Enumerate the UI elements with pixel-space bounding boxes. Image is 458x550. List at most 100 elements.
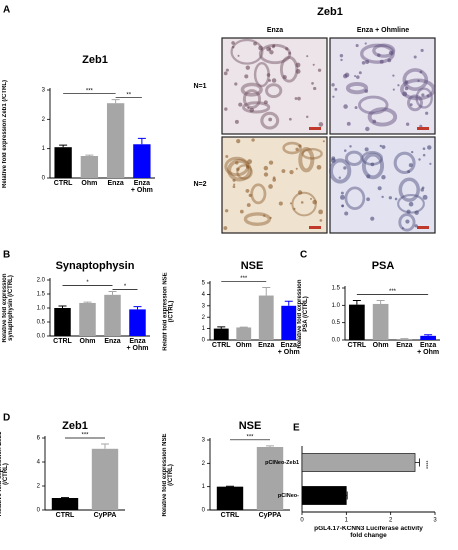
- y-tick-label: 0.5: [37, 320, 46, 326]
- tissue-nucleus: [295, 147, 299, 151]
- tissue-nucleus: [344, 211, 349, 216]
- panel-label: A: [3, 5, 10, 16]
- tissue-nucleus: [379, 144, 382, 148]
- tissue-nucleus: [408, 201, 414, 207]
- tissue-nucleus: [425, 111, 429, 115]
- tissue-nucleus: [406, 209, 411, 214]
- tissue-nucleus: [414, 224, 418, 228]
- bar: [258, 295, 274, 340]
- tissue-nucleus: [401, 227, 404, 230]
- x-tick-label-box: Enza + Ohm: [131, 180, 153, 194]
- tissue-nucleus: [370, 216, 375, 221]
- tissue-nucleus: [388, 196, 392, 200]
- bar: [79, 302, 96, 336]
- tissue-nucleus: [420, 48, 424, 53]
- x-axis-label-box: pGL4.17-KCNN3 Luciferase activity fold c…: [314, 526, 423, 539]
- x-tick-label-box: CyPPA: [259, 512, 282, 519]
- bar: [213, 328, 229, 340]
- y-tick-label: 1.0: [37, 306, 46, 312]
- tissue-nucleus: [263, 214, 266, 217]
- x-tick-label: Ohm: [79, 338, 96, 345]
- x-tick-label: Enza + Ohm: [417, 342, 440, 357]
- tissue-nucleus: [253, 41, 257, 46]
- ihc-image: [329, 37, 436, 135]
- tissue-nucleus: [417, 79, 420, 82]
- tissue-gland: [282, 141, 302, 155]
- error-bar: [133, 306, 142, 310]
- tissue-nucleus: [231, 41, 235, 45]
- bar: [91, 448, 119, 510]
- tissue-gland: [242, 89, 262, 110]
- error-bar: [346, 491, 348, 500]
- tissue-gland: [265, 83, 283, 99]
- tissue-nucleus: [422, 153, 426, 157]
- x-tick-label: Ohm: [81, 180, 98, 187]
- bar: [129, 309, 146, 336]
- tissue-nucleus: [344, 72, 350, 78]
- y-axis-label: Relative fold expression PSA (/CTRL): [297, 279, 310, 349]
- tissue-nucleus: [318, 122, 324, 127]
- x-tick-label: CTRL: [53, 338, 72, 345]
- x-tick-label: Enza + Ohm: [126, 338, 149, 353]
- tissue-nucleus: [282, 75, 287, 80]
- tissue-nucleus: [330, 158, 336, 163]
- panel-label: D: [3, 413, 10, 424]
- tissue-nucleus: [268, 160, 274, 165]
- tissue-nucleus: [232, 185, 236, 189]
- x-tick-label-box: CTRL: [54, 180, 73, 187]
- y-axis-label: Relatif fold expression NSE (/CTRL): [162, 272, 175, 351]
- y-tick-label: 1: [42, 146, 46, 152]
- tissue-nucleus: [364, 147, 369, 152]
- x-tick-label-box: Ohm: [373, 342, 389, 349]
- tissue-nucleus: [409, 103, 413, 107]
- tissue-nucleus: [312, 63, 315, 66]
- tissue-nucleus: [370, 162, 375, 167]
- tissue-nucleus: [231, 45, 235, 49]
- y-tick-label: 3: [202, 303, 206, 309]
- tissue-nucleus: [340, 191, 344, 195]
- tissue-gland: [398, 177, 420, 202]
- tissue-gland: [344, 150, 364, 166]
- tissue-gland: [367, 107, 398, 127]
- y-tick-label: 0: [42, 176, 46, 182]
- tissue-nucleus: [377, 186, 382, 191]
- tissue-nucleus: [306, 115, 309, 119]
- tissue-gland: [361, 152, 385, 180]
- y-axis-label: Relative fold expression Zeb1 (/CTRL): [0, 431, 10, 517]
- tissue-nucleus: [244, 74, 249, 79]
- tissue-nucleus: [263, 100, 268, 105]
- y-tick-label: 2.0: [37, 278, 46, 284]
- tissue-nucleus: [289, 117, 292, 121]
- significance-label: ***: [246, 434, 254, 440]
- tissue-gland: [242, 101, 271, 114]
- significance-label: **: [126, 92, 131, 98]
- tissue-nucleus: [225, 154, 229, 158]
- x-tick-label-box: Enza: [107, 180, 123, 187]
- x-tick-label-box: CTRL: [348, 342, 367, 349]
- tissue-nucleus: [402, 91, 408, 97]
- x-tick-label-box: CTRL: [56, 512, 75, 519]
- y-tick-label: pCINeo-: [278, 493, 299, 499]
- x-tick-label: Enza + Ohm: [277, 342, 300, 357]
- tissue-nucleus: [236, 167, 240, 172]
- tissue-nucleus: [405, 122, 410, 126]
- significance-label: *: [124, 284, 127, 290]
- x-tick-label: 0: [300, 518, 304, 524]
- bar: [281, 305, 297, 340]
- tissue-nucleus: [381, 145, 386, 149]
- tissue-gland: [402, 68, 429, 92]
- tissue-gland: [243, 212, 272, 226]
- tissue-nucleus: [429, 162, 432, 165]
- tissue-nucleus: [289, 170, 294, 175]
- bar: [216, 486, 244, 510]
- tissue-nucleus: [318, 209, 324, 215]
- tissue-gland: [329, 158, 352, 184]
- tissue-gland: [360, 43, 395, 64]
- ihc-image: [329, 136, 436, 234]
- tissue-nucleus: [394, 197, 398, 201]
- tissue-nucleus: [339, 53, 344, 58]
- tissue-nucleus: [266, 73, 271, 77]
- error-bar: [376, 299, 385, 304]
- tissue-nucleus: [225, 68, 229, 72]
- tissue-nucleus: [354, 75, 357, 78]
